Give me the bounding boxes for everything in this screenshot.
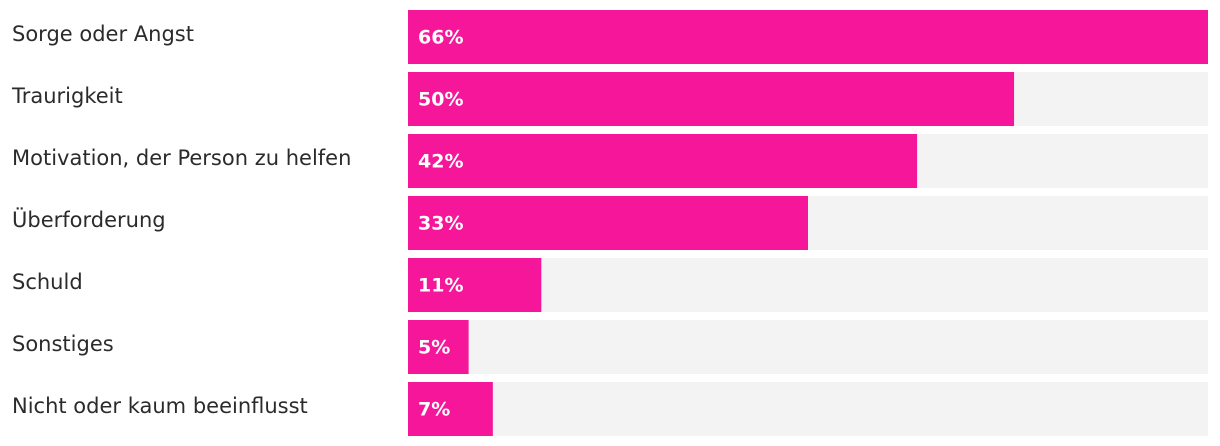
value-label: 7% (418, 399, 450, 421)
bar (408, 320, 469, 374)
value-label: 42% (418, 151, 463, 173)
bar (408, 134, 918, 188)
bar (408, 10, 1208, 64)
bar (408, 72, 1015, 126)
value-label: 66% (418, 27, 463, 49)
category-label: Motivation, der Person zu helfen (12, 146, 351, 170)
value-label: 11% (418, 275, 463, 297)
category-label: Sonstiges (12, 332, 114, 356)
bar (408, 196, 808, 250)
category-label: Überforderung (12, 207, 166, 232)
category-label: Nicht oder kaum beeinflusst (12, 394, 308, 418)
category-label: Sorge oder Angst (12, 22, 194, 46)
category-label: Traurigkeit (11, 84, 123, 108)
bar (408, 258, 542, 312)
value-label: 5% (418, 337, 450, 359)
bar (408, 382, 493, 436)
bar-track (408, 382, 1208, 436)
bar-track (408, 320, 1208, 374)
category-label: Schuld (12, 270, 83, 294)
value-label: 50% (418, 89, 463, 111)
value-label: 33% (418, 213, 463, 235)
